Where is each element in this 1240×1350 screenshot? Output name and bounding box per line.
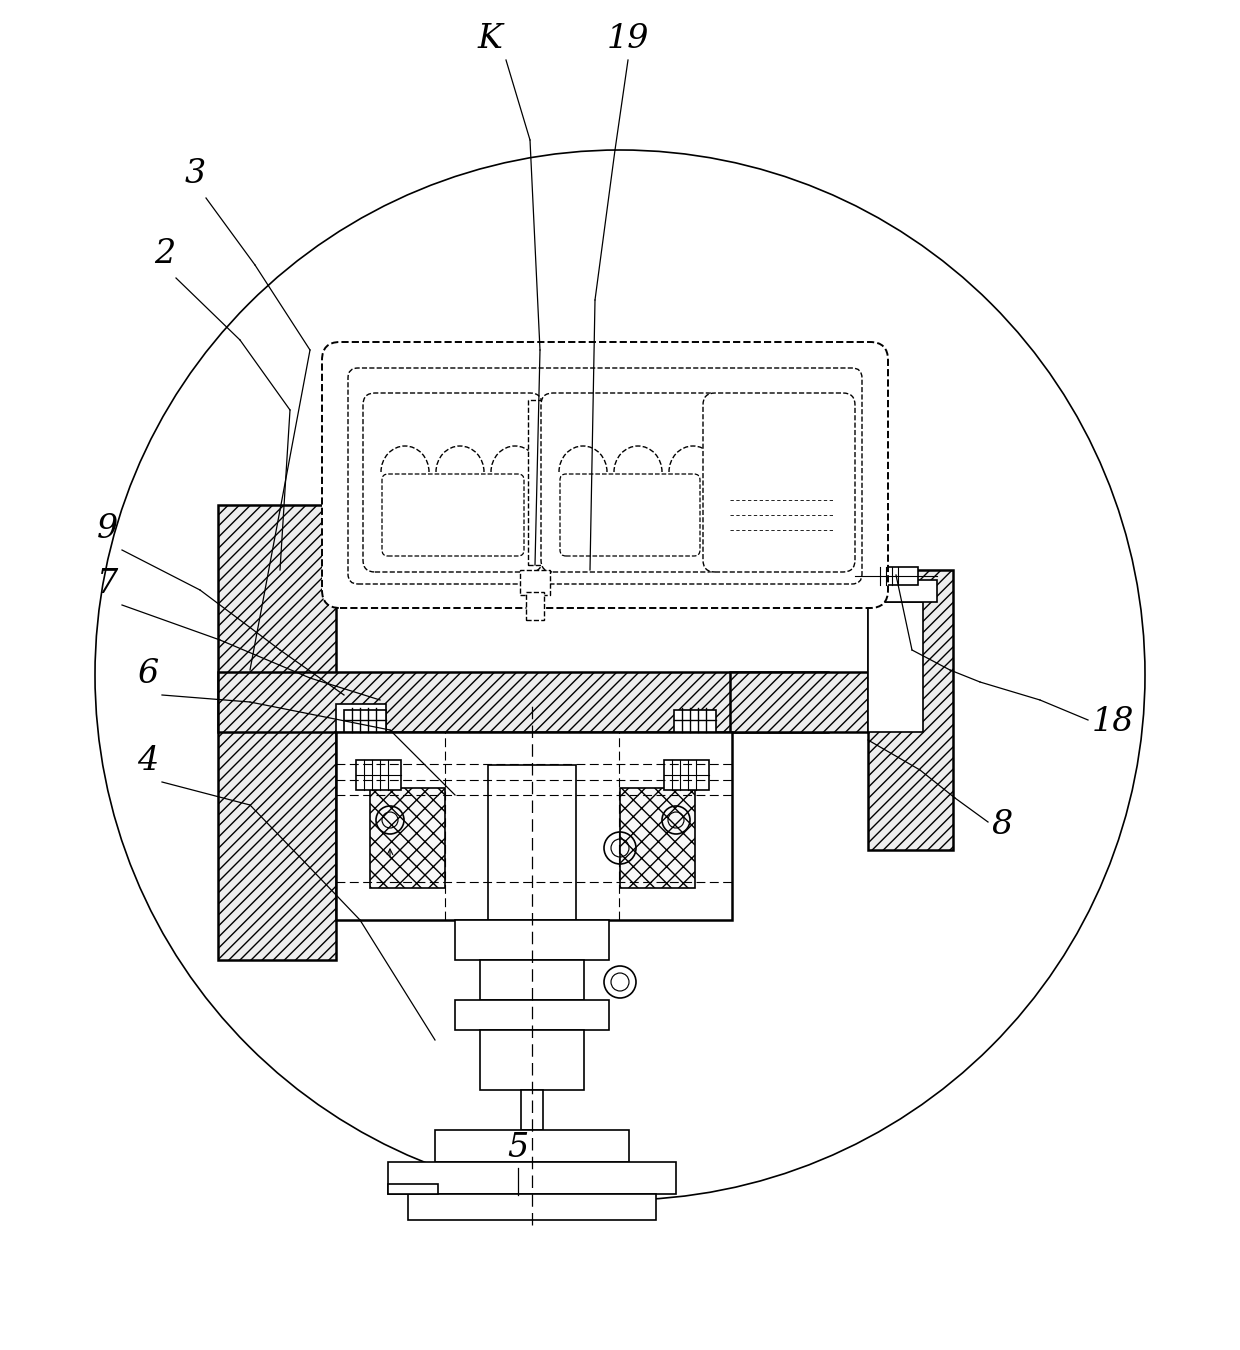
FancyBboxPatch shape [322,342,888,608]
Bar [455,1000,609,1030]
Bar [218,505,336,960]
Bar [408,1193,656,1220]
Bar [356,760,401,790]
Bar [343,710,386,732]
Bar [435,1130,629,1162]
Text: 5: 5 [507,1133,528,1164]
FancyBboxPatch shape [382,474,525,556]
Bar [455,919,609,960]
Bar [388,1184,438,1193]
Text: 7: 7 [98,568,119,599]
Bar [480,1030,584,1089]
FancyBboxPatch shape [703,393,856,572]
Text: 2: 2 [154,238,176,270]
Bar [520,570,551,595]
FancyBboxPatch shape [560,474,701,556]
Bar [868,570,954,850]
Bar [388,1162,676,1193]
Bar [663,760,709,790]
FancyBboxPatch shape [363,393,542,572]
Bar [521,1089,543,1130]
Text: 18: 18 [1092,706,1135,738]
Bar [868,602,923,732]
Bar [336,703,386,732]
Bar [218,672,828,732]
Bar [856,580,937,602]
Text: 9: 9 [98,513,119,545]
Bar [875,567,918,585]
Bar [730,672,868,732]
Text: 6: 6 [138,657,159,690]
Bar [370,788,445,888]
Bar [528,400,556,566]
Text: 3: 3 [185,158,206,190]
Bar [620,788,694,888]
Text: 4: 4 [138,745,159,778]
Bar [526,593,544,620]
Bar [675,710,715,732]
Bar [336,732,732,919]
Bar [480,960,584,1000]
Text: 19: 19 [606,23,650,55]
Text: K: K [477,23,502,55]
Bar [489,765,577,919]
FancyBboxPatch shape [541,393,720,572]
Text: 8: 8 [992,809,1013,841]
